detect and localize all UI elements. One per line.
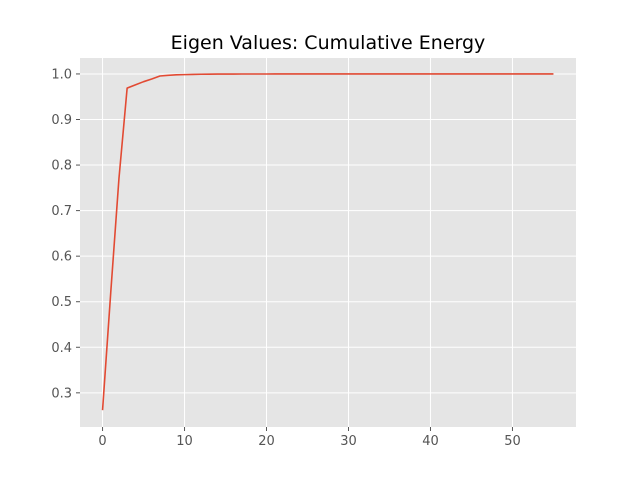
y-tick-label: 1.0 — [51, 67, 72, 82]
y-tick-label: 0.4 — [51, 341, 72, 356]
plot-area — [80, 58, 576, 427]
y-tick-label: 0.3 — [51, 386, 72, 401]
series-layer — [101, 73, 554, 411]
y-tick-label: 0.6 — [51, 250, 72, 265]
series-line — [101, 73, 554, 411]
x-axis: 0 10 20 30 40 50 — [98, 427, 521, 449]
x-tick-label: 0 — [98, 434, 106, 449]
chart-title: Eigen Values: Cumulative Energy — [171, 32, 486, 54]
x-tick-label: 10 — [176, 434, 193, 449]
x-tick-label: 50 — [504, 434, 521, 449]
y-tick-label: 0.9 — [51, 113, 72, 128]
x-tick-label: 40 — [422, 434, 439, 449]
y-tick-label: 0.5 — [51, 295, 72, 310]
x-tick-label: 20 — [258, 434, 275, 449]
y-tick-label: 0.8 — [51, 159, 72, 174]
y-axis: 0.3 0.4 0.5 0.6 0.7 0.8 0.9 1.0 — [51, 67, 80, 401]
y-tick-label: 0.7 — [51, 204, 72, 219]
x-tick-label: 30 — [340, 434, 357, 449]
